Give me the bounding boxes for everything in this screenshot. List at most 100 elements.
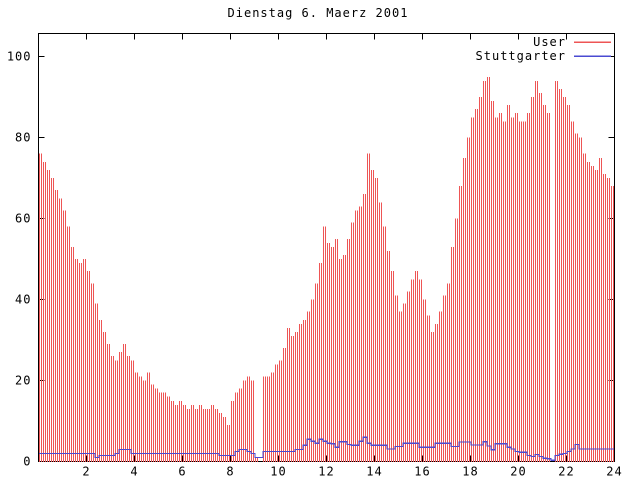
impulse-bar [547, 113, 548, 462]
impulse-bar [555, 80, 556, 463]
impulse-bar [197, 408, 198, 462]
impulse-bar [85, 259, 86, 462]
y-axis-tick-label: 0 [23, 455, 31, 469]
impulse-bar [121, 352, 122, 462]
impulse-bar [209, 408, 210, 462]
impulse-bar [581, 137, 582, 462]
impulse-bar [191, 404, 192, 462]
impulse-bar [491, 101, 492, 463]
x-axis-tick-label: 20 [510, 465, 526, 479]
impulse-bar [603, 173, 604, 462]
impulse-bar [163, 392, 164, 462]
impulse-bar [425, 299, 426, 462]
impulse-bar [63, 210, 64, 462]
impulse-bar [317, 283, 318, 462]
impulse-bar [383, 226, 384, 462]
impulse-bar [285, 348, 286, 462]
impulse-bar [319, 263, 320, 462]
impulse-bar [103, 331, 104, 462]
x-axis-tick-label: 24 [606, 465, 622, 479]
impulse-bar [253, 380, 254, 462]
impulse-bar [313, 299, 314, 462]
impulse-bar [469, 137, 470, 462]
impulse-bar [181, 400, 182, 462]
impulse-bar [585, 153, 586, 462]
impulse-bar [335, 238, 336, 462]
impulse-bar [187, 408, 188, 462]
impulse-bar [479, 97, 480, 462]
impulse-bar [463, 157, 464, 462]
impulse-bar [543, 105, 544, 462]
y-axis-tick-label: 20 [15, 374, 31, 388]
user-impulses-series [39, 76, 614, 463]
impulse-bar [179, 400, 180, 462]
impulse-bar [141, 376, 142, 462]
impulse-bar [527, 113, 528, 462]
impulse-bar [471, 117, 472, 462]
impulse-bar [387, 250, 388, 462]
impulse-bar [411, 279, 412, 462]
impulse-bar [87, 271, 88, 462]
impulse-bar [239, 388, 240, 462]
impulse-bar [293, 335, 294, 462]
impulse-bar [561, 88, 562, 463]
impulse-bar [597, 169, 598, 462]
impulse-bar [497, 117, 498, 462]
y-axis-tick-label: 40 [15, 293, 31, 307]
impulse-bar [311, 299, 312, 462]
impulse-bar [223, 416, 224, 462]
impulse-bar [423, 299, 424, 462]
impulse-bar [263, 376, 264, 462]
impulse-bar [349, 238, 350, 462]
impulse-bar [71, 246, 72, 462]
impulse-bar [233, 400, 234, 462]
impulse-bar [201, 404, 202, 462]
impulse-bar [303, 319, 304, 462]
impulse-bar [323, 226, 324, 462]
impulse-bar [215, 408, 216, 462]
impulse-bar [185, 404, 186, 462]
impulse-bar [483, 80, 484, 463]
impulse-bar [455, 218, 456, 462]
impulse-bar [321, 263, 322, 462]
impulse-bar [49, 169, 50, 462]
impulse-bar [133, 360, 134, 462]
impulse-bar [575, 133, 576, 462]
impulse-bar [579, 137, 580, 462]
impulse-bar [593, 165, 594, 462]
legend-label-stuttgarter: Stuttgarter [476, 49, 566, 63]
impulse-bar [443, 295, 444, 462]
impulse-bar [353, 222, 354, 462]
impulse-bar [203, 408, 204, 462]
impulse-bar [563, 97, 564, 462]
impulse-bar [315, 283, 316, 462]
impulse-bar [345, 254, 346, 462]
impulse-bar [247, 376, 248, 462]
impulse-bar [77, 259, 78, 462]
impulse-bar [595, 169, 596, 462]
impulse-bar [65, 210, 66, 462]
impulse-bar [245, 380, 246, 462]
impulse-bar [509, 105, 510, 462]
impulse-bar [445, 295, 446, 462]
impulse-bar [225, 416, 226, 462]
impulse-bar [307, 311, 308, 462]
impulse-bar [237, 392, 238, 462]
impulse-bar [427, 315, 428, 462]
impulse-bar [183, 404, 184, 462]
impulse-bar [601, 157, 602, 462]
impulse-bar [267, 376, 268, 462]
legend-label-user: User [533, 35, 566, 49]
impulse-bar [83, 259, 84, 462]
impulse-bar [271, 372, 272, 462]
impulse-bar [81, 263, 82, 462]
x-axis-tick-label: 6 [178, 465, 186, 479]
impulse-bar [75, 259, 76, 462]
impulse-bar [327, 242, 328, 462]
impulse-bar [45, 161, 46, 463]
impulse-bar [341, 259, 342, 462]
impulse-bar [531, 97, 532, 462]
impulse-bar [337, 238, 338, 462]
